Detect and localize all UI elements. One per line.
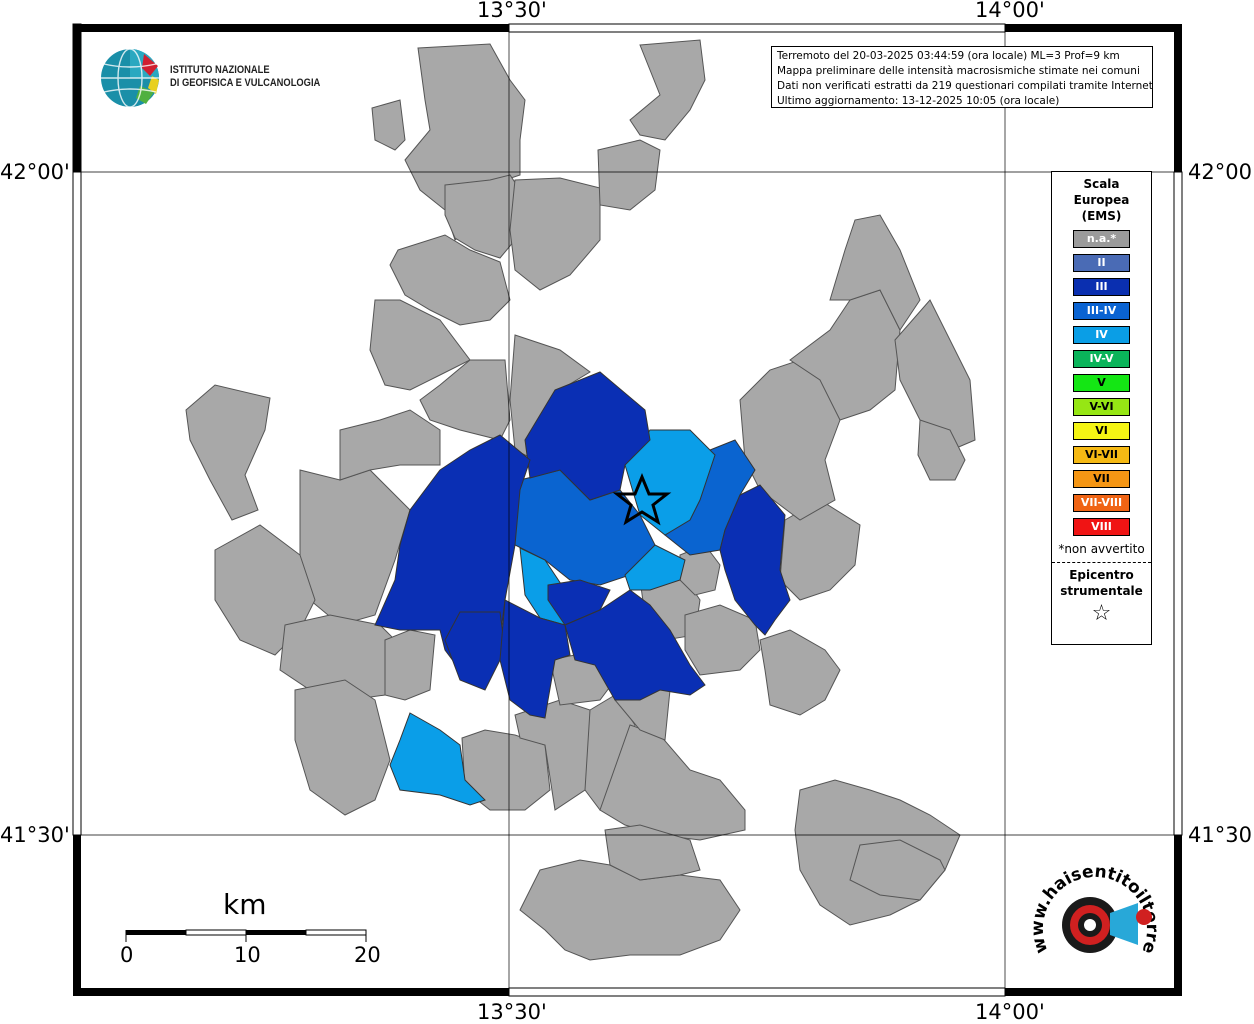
- star-icon: ☆: [1091, 601, 1112, 626]
- scale-bar: km 0 10 20: [118, 888, 388, 973]
- legend-epicenter-2: strumentale: [1060, 584, 1143, 598]
- coord-right-bottom: 41°30': [1188, 823, 1254, 847]
- info-line4: Ultimo aggiornamento: 13-12-2025 10:05 (…: [777, 95, 1060, 107]
- legend-title-3: (EMS): [1081, 209, 1122, 223]
- municipalities-na: [185, 39, 976, 961]
- legend-title-1: Scala: [1083, 177, 1120, 191]
- scale-unit: km: [223, 888, 267, 921]
- scale-bar-graphic: [125, 929, 367, 942]
- legend-item: V: [1073, 374, 1130, 392]
- haisentito-logo: www.haisentitoilterremoto.it: [1021, 840, 1162, 985]
- coord-top-right: 14°00': [975, 0, 1045, 22]
- legend-title-2: Europea: [1073, 193, 1130, 207]
- ingv-logo: ISTITUTO NAZIONALE DI GEOFISICA E VULCAN…: [100, 46, 330, 110]
- ingv-line2: DI GEOFISICA E VULCANOLOGIA: [170, 77, 321, 89]
- legend-separator: [1052, 562, 1151, 563]
- coord-bottom-left: 13°30': [477, 1000, 547, 1024]
- coord-bottom-right: 14°00': [975, 1000, 1045, 1024]
- legend-items: n.a.* II III III-IV IV IV-V V V-VI VI VI-VII VII VI…: [1052, 230, 1151, 536]
- legend-item: II: [1073, 254, 1130, 272]
- legend-item: VI-VII: [1073, 446, 1130, 464]
- frame-border: [72, 23, 1183, 997]
- legend-item: IV-V: [1073, 350, 1130, 368]
- municipalities-iv: [389, 429, 716, 806]
- coord-left-top: 42°00': [0, 160, 70, 184]
- legend-item: VII: [1073, 470, 1130, 488]
- ingv-line1: ISTITUTO NAZIONALE: [170, 64, 270, 76]
- info-line3: Dati non verificati estratti da 219 ques…: [777, 80, 1153, 92]
- legend-item: VII-VIII: [1073, 494, 1130, 512]
- info-line2: Mappa preliminare delle intensità macros…: [777, 65, 1140, 77]
- globe-icon: [101, 48, 159, 108]
- legend-item: VI: [1073, 422, 1130, 440]
- target-icon: www.haisentitoilterremoto.it: [1021, 840, 1162, 956]
- graticule: [77, 30, 1178, 992]
- scale-tick-20: 20: [354, 943, 381, 967]
- legend-note: *non avvertito: [1058, 542, 1145, 556]
- legend-item: n.a.*: [1073, 230, 1130, 248]
- info-line1: Terremoto del 20-03-2025 03:44:59 (ora l…: [777, 50, 1120, 62]
- coord-right-top: 42°00': [1188, 160, 1254, 184]
- scale-tick-10: 10: [234, 943, 261, 967]
- legend-item: IV: [1073, 326, 1130, 344]
- legend-item: III: [1073, 278, 1130, 296]
- coord-top-left: 13°30': [477, 0, 547, 22]
- epicenter-star: [612, 473, 672, 526]
- legend-item: V-VI: [1073, 398, 1130, 416]
- info-box: Terremoto del 20-03-2025 03:44:59 (ora l…: [771, 46, 1153, 108]
- legend: Scala Europea (EMS) n.a.* II III III-IV IV IV…: [1051, 171, 1152, 645]
- legend-epicenter-1: Epicentro: [1069, 568, 1134, 582]
- scale-tick-0: 0: [120, 943, 134, 967]
- coord-left-bottom: 41°30': [0, 823, 70, 847]
- municipalities-iii: [374, 371, 791, 719]
- legend-item: VIII: [1073, 518, 1130, 536]
- legend-item: III-IV: [1073, 302, 1130, 320]
